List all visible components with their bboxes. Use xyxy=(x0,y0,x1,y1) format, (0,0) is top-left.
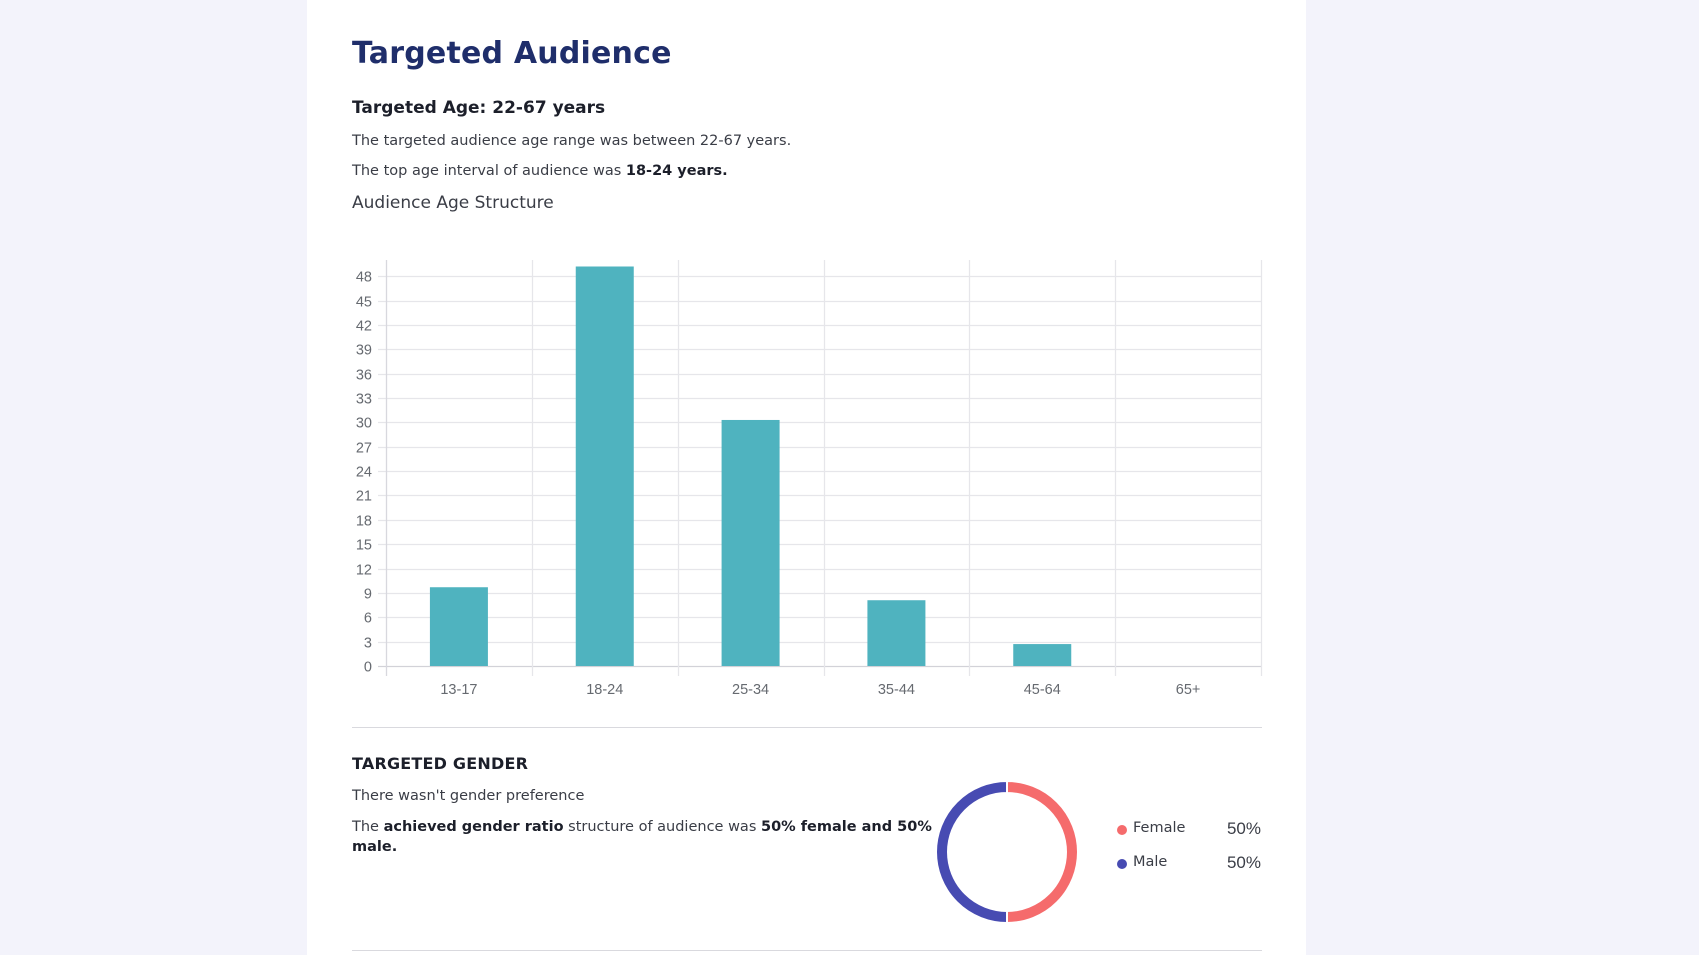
y-tick-label: 39 xyxy=(356,343,372,359)
y-tick-label: 24 xyxy=(356,465,372,481)
y-tick-label: 27 xyxy=(356,441,372,457)
chart-bars xyxy=(429,266,1072,666)
legend-label-male: Male xyxy=(1133,854,1168,870)
bar-35-44[interactable] xyxy=(867,600,926,666)
targeted-age-heading: Targeted Age: 22-67 years xyxy=(352,98,606,118)
x-tick-label: 65+ xyxy=(1176,682,1201,698)
y-tick-label: 42 xyxy=(356,319,372,335)
top-age-interval-text: The top age interval of audience was 18-… xyxy=(352,163,728,179)
gender-donut-chart xyxy=(935,779,1079,925)
x-tick-label: 13-17 xyxy=(440,682,477,698)
y-tick-label: 36 xyxy=(356,368,372,384)
age-chart-title: Audience Age Structure xyxy=(352,193,554,213)
bar-25-34[interactable] xyxy=(721,419,780,666)
y-tick-label: 45 xyxy=(356,295,372,311)
chart-grid xyxy=(378,260,1263,676)
top-age-prefix: The top age interval of audience was xyxy=(352,163,626,179)
gender-preference-text: There wasn't gender preference xyxy=(352,788,585,804)
legend-dot-male xyxy=(1117,859,1127,869)
gender-ratio-part: 50% female and 50% male. xyxy=(352,819,932,855)
bottom-divider xyxy=(352,950,1262,951)
gender-ratio-text: The achieved gender ratio structure of a… xyxy=(352,817,932,857)
x-tick-label: 25-34 xyxy=(732,682,769,698)
targeted-gender-heading: TARGETED GENDER xyxy=(352,754,529,773)
donut-slice-female[interactable] xyxy=(1006,779,1079,925)
y-tick-label: 0 xyxy=(364,660,372,676)
x-tick-label: 18-24 xyxy=(586,682,623,698)
age-range-text: The targeted audience age range was betw… xyxy=(352,133,792,149)
legend-value-female: 50% xyxy=(1226,819,1261,838)
y-tick-label: 30 xyxy=(356,416,372,432)
top-age-value: 18-24 years. xyxy=(625,163,728,179)
legend-value-male: 50% xyxy=(1226,853,1261,872)
page-title: Targeted Audience xyxy=(352,36,672,71)
section-divider xyxy=(352,727,1262,728)
y-tick-label: 6 xyxy=(364,611,372,627)
y-tick-label: 12 xyxy=(356,563,372,579)
y-tick-label: 48 xyxy=(356,270,372,286)
x-tick-label: 35-44 xyxy=(878,682,915,698)
gender-ratio-part: achieved gender ratio xyxy=(383,819,564,835)
y-tick-label: 9 xyxy=(364,587,372,603)
y-tick-label: 18 xyxy=(356,514,372,530)
legend-dot-female xyxy=(1117,825,1127,835)
gender-ratio-part: structure of audience was xyxy=(563,819,761,835)
x-tick-label: 45-64 xyxy=(1024,682,1061,698)
bar-45-64[interactable] xyxy=(1013,644,1072,666)
bar-18-24[interactable] xyxy=(575,266,634,666)
y-tick-label: 3 xyxy=(364,636,372,652)
y-tick-label: 33 xyxy=(356,392,372,408)
gender-ratio-part: The xyxy=(352,819,384,835)
y-tick-label: 15 xyxy=(356,538,372,554)
legend-label-female: Female xyxy=(1133,820,1186,836)
targeted-audience-card: Targeted Audience Targeted Age: 22-67 ye… xyxy=(307,0,1306,955)
bar-13-17[interactable] xyxy=(429,587,488,666)
donut-slice-male[interactable] xyxy=(935,779,1008,925)
y-tick-label: 21 xyxy=(356,489,372,505)
